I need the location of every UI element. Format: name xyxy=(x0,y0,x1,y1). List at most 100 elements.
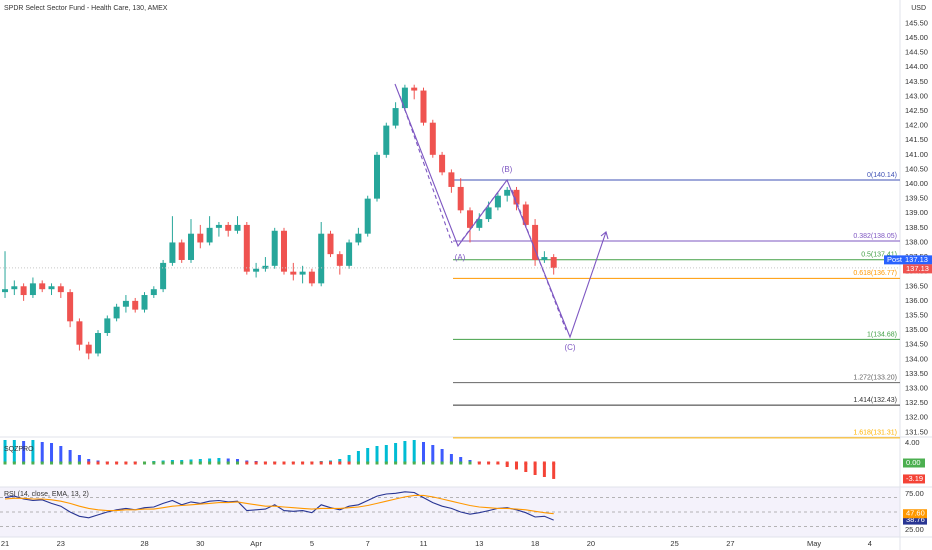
candle-body xyxy=(150,289,157,296)
candle-body xyxy=(457,186,464,211)
candle-body xyxy=(532,224,539,260)
squeeze-dot xyxy=(468,461,472,465)
x-tick-label: 18 xyxy=(531,539,539,548)
candle-body xyxy=(494,195,501,208)
squeeze-dot xyxy=(40,461,44,465)
squeeze-dot xyxy=(301,461,305,465)
y-tick-label: 132.50 xyxy=(905,398,928,407)
y-tick-label: 143.00 xyxy=(905,91,928,100)
last-value: 38.76 xyxy=(906,515,925,524)
squeeze-dot xyxy=(347,461,351,465)
histogram-bar xyxy=(366,448,370,463)
y-tick-label: 135.50 xyxy=(905,310,928,319)
wave-dashed xyxy=(461,183,505,241)
candle-body xyxy=(504,189,511,196)
candle-body xyxy=(11,286,18,290)
last-value: 47.60 xyxy=(906,509,925,518)
candle-body xyxy=(48,286,55,290)
zero-label-box xyxy=(903,458,925,468)
rsi-line xyxy=(4,494,554,515)
candle-body xyxy=(132,300,139,310)
candle-body xyxy=(39,283,46,290)
y-tick-label: 4.00 xyxy=(905,438,920,447)
squeeze-dot xyxy=(170,461,174,465)
post-label: Post xyxy=(887,255,903,264)
candle-body xyxy=(57,286,64,293)
histogram-bar xyxy=(412,440,416,463)
histogram-bar xyxy=(3,440,7,463)
candle-body xyxy=(243,224,250,272)
squeeze-dot xyxy=(189,461,193,465)
candle-body xyxy=(271,230,278,266)
squeeze-dot xyxy=(31,461,35,465)
squeeze-dot xyxy=(403,461,407,465)
candle-body xyxy=(169,242,176,263)
candle-body xyxy=(336,254,343,266)
squeeze-dot xyxy=(245,461,249,465)
squeeze-dot xyxy=(542,461,546,465)
candle-body xyxy=(225,224,232,231)
histogram-bar xyxy=(208,458,212,463)
histogram-bar xyxy=(87,459,91,463)
histogram-bar xyxy=(394,443,398,463)
histogram-bar xyxy=(356,451,360,463)
squeeze-dot xyxy=(514,461,518,465)
candle-body xyxy=(281,230,288,272)
histogram-bar xyxy=(533,463,537,475)
squeeze-dot xyxy=(180,461,184,465)
y-tick-label: 135.00 xyxy=(905,325,928,334)
y-tick-label: 133.50 xyxy=(905,369,928,378)
candle-body xyxy=(160,262,167,290)
x-tick-label: 27 xyxy=(726,539,734,548)
candle-body xyxy=(122,300,129,307)
fib-label: 1.618(131.31) xyxy=(853,430,897,437)
y-tick-label: 139.00 xyxy=(905,208,928,217)
candle-body xyxy=(522,204,529,225)
candle-body xyxy=(188,233,195,260)
squeeze-dot xyxy=(87,461,91,465)
histogram-bar xyxy=(431,445,435,463)
histogram-bar xyxy=(226,458,230,463)
y-tick-label: 136.50 xyxy=(905,281,928,290)
wave-line xyxy=(394,83,607,339)
candle-body xyxy=(178,242,185,260)
candle-body xyxy=(513,189,520,205)
y-tick-label: 141.50 xyxy=(905,135,928,144)
candle-body xyxy=(95,333,102,354)
candle-body xyxy=(234,224,241,231)
candle-body xyxy=(346,242,353,266)
y-tick-label: 132.00 xyxy=(905,413,928,422)
squeeze-dot xyxy=(282,461,286,465)
x-tick-label: 25 xyxy=(670,539,678,548)
histogram-bar xyxy=(421,442,425,463)
squeeze-dot xyxy=(68,461,72,465)
squeeze-dot xyxy=(319,461,323,465)
y-tick-label: 75.00 xyxy=(905,489,924,498)
squeeze-dot xyxy=(198,461,202,465)
squeeze-dot xyxy=(96,461,100,465)
histogram-bar xyxy=(375,446,379,463)
histogram-bar xyxy=(50,443,54,463)
candle-body xyxy=(104,318,111,334)
fib-label: 1(134.68) xyxy=(867,331,897,338)
squeeze-dot xyxy=(338,461,342,465)
candle-body xyxy=(429,122,436,155)
zero-label: 0.00 xyxy=(906,458,921,467)
last-price-box xyxy=(903,264,932,274)
x-tick-label: 4 xyxy=(868,539,872,548)
candle-body xyxy=(206,227,213,243)
fib-label: 1.414(132.43) xyxy=(853,397,897,404)
candle-body xyxy=(485,207,492,220)
squeeze-dot xyxy=(384,461,388,465)
squeeze-dot xyxy=(161,461,165,465)
x-tick-label: 20 xyxy=(587,539,595,548)
candle-body xyxy=(392,108,399,126)
y-tick-label: 144.50 xyxy=(905,48,928,57)
candle-body xyxy=(85,344,92,354)
post-box xyxy=(884,255,932,265)
candle-body xyxy=(308,271,315,284)
x-tick-label: 5 xyxy=(310,539,314,548)
histogram-bar xyxy=(40,442,44,463)
y-tick-label: 141.00 xyxy=(905,150,928,159)
y-tick-label: 140.50 xyxy=(905,164,928,173)
